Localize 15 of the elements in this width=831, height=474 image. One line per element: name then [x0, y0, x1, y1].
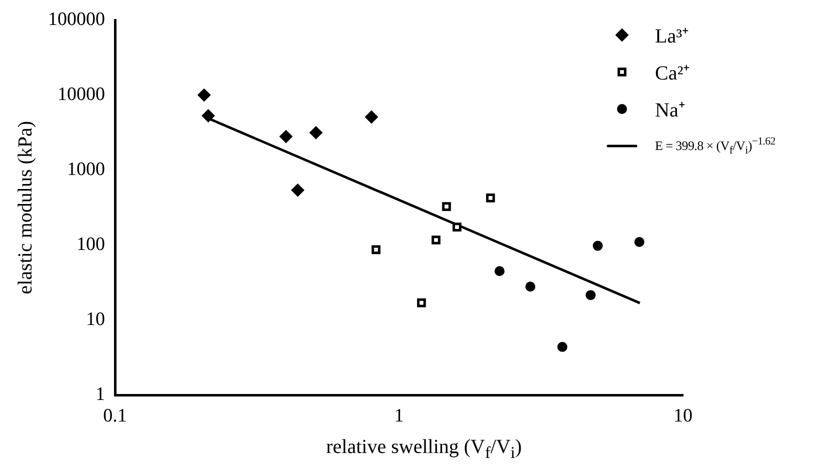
legend-label: E = 399.8 × (V$_{f}$/V$_{i}$)$^{−1.62}$ [655, 136, 776, 156]
legend-label: Na⁺ [655, 98, 686, 122]
legend-label: Ca²⁺ [655, 62, 690, 86]
y-axis-title: elastic modulus (kPa) [14, 120, 36, 294]
x-axis-title: relative swelling (V$_{f}$/V$_{i}$) [325, 436, 523, 463]
y-tick-label: 10000 [58, 84, 105, 106]
x-tick-label: 0.1 [103, 406, 127, 427]
x-tick-label: 1 [394, 406, 404, 427]
legend-label: La³⁺ [655, 24, 690, 48]
y-tick-label: 100000 [48, 8, 105, 30]
y-tick-label: 10 [86, 309, 105, 330]
x-tick-label: 10 [674, 406, 692, 427]
y-tick-label: 100 [76, 234, 105, 256]
y-tick-label: 1000 [67, 159, 105, 180]
y-tick-label: 1 [96, 384, 105, 406]
